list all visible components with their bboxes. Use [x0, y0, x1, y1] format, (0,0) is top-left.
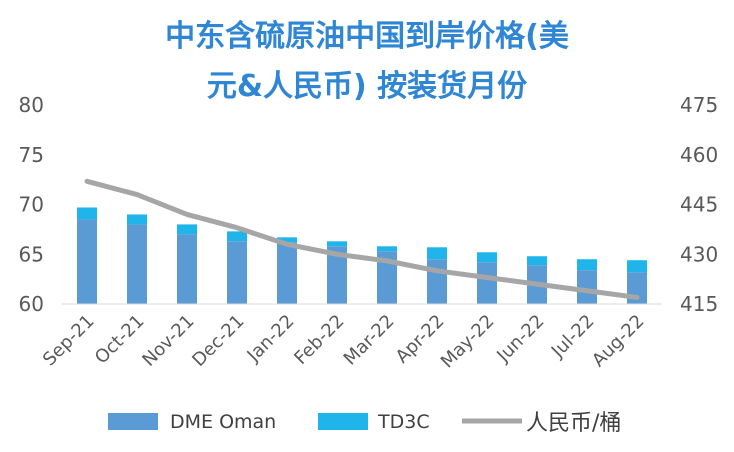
right-axis-tick-label: 475: [680, 93, 718, 117]
bar-dme-oman: [277, 242, 297, 304]
bar-td3c: [427, 247, 447, 260]
chart-title: 中东含硫原油中国到岸价格(美 元&人民币) 按装货月份: [165, 19, 569, 104]
legend-swatch-dme-oman: [108, 413, 158, 430]
right-axis-tick-label: 415: [680, 292, 718, 316]
bar-td3c: [277, 237, 297, 243]
bar-dme-oman: [327, 246, 347, 304]
x-axis-tick-label: Jun-22: [492, 311, 548, 367]
bar-td3c: [77, 207, 97, 220]
bar-dme-oman: [77, 219, 97, 304]
bar-dme-oman: [127, 224, 147, 304]
bar-dme-oman: [427, 259, 447, 304]
right-axis-tick-label: 430: [680, 242, 718, 266]
legend-swatch-td3c: [318, 413, 368, 430]
bar-dme-oman: [377, 251, 397, 304]
chart-title-line-1: 中东含硫原油中国到岸价格(美: [165, 19, 569, 54]
x-axis-tick-label: Jan-22: [243, 311, 299, 367]
bar-td3c: [477, 252, 497, 263]
bar-td3c: [227, 231, 247, 242]
x-axis-tick-label: Oct-21: [91, 311, 149, 369]
left-axis-tick-label: 75: [19, 143, 44, 167]
line-series-group: [84, 178, 640, 300]
bar-td3c: [327, 241, 347, 247]
bar-td3c: [577, 259, 597, 271]
bar-td3c: [127, 214, 147, 225]
bar-td3c: [177, 224, 197, 235]
left-axis-tick-label: 65: [19, 242, 44, 266]
line-rmb-per-barrel: [84, 178, 640, 300]
left-axis-tick-label: 70: [19, 193, 44, 217]
x-axis-tick-label: Aug-22: [588, 311, 648, 371]
legend-label-dme-oman: DME Oman: [170, 411, 276, 433]
chart-title-line-2: 元&人民币) 按装货月份: [207, 69, 527, 104]
bar-group: [77, 207, 647, 304]
x-axis-tick-label: May-22: [437, 311, 499, 373]
bar-td3c: [627, 260, 647, 273]
bar-dme-oman: [227, 241, 247, 304]
left-axis-tick-label: 60: [19, 292, 44, 316]
bar-dme-oman: [177, 234, 197, 304]
right-axis-tick-label: 460: [680, 143, 718, 167]
left-axis-tick-label: 80: [19, 93, 44, 117]
bar-dme-oman: [477, 262, 497, 304]
x-axis: Sep-21Oct-21Nov-21Dec-21Jan-22Feb-22Mar-…: [39, 303, 662, 373]
x-axis-tick-label: Sep-21: [39, 311, 99, 371]
legend-label-td3c: TD3C: [377, 411, 430, 433]
right-y-axis: 415 430 445 460 475: [680, 93, 718, 316]
x-axis-tick-label: Nov-21: [138, 311, 198, 371]
legend-label-rmb: 人民币/桶: [526, 411, 621, 436]
right-axis-tick-label: 445: [680, 193, 718, 217]
bar-td3c: [527, 256, 547, 266]
x-axis-tick-label: Dec-21: [188, 311, 248, 371]
bar-td3c: [377, 246, 397, 252]
x-axis-tick-label: Mar-22: [340, 311, 399, 370]
bar-dme-oman: [577, 270, 597, 304]
legend: DME Oman TD3C 人民币/桶: [108, 411, 621, 436]
left-y-axis: 60 65 70 75 80: [19, 93, 44, 316]
x-axis-tick-label: Feb-22: [290, 311, 348, 369]
